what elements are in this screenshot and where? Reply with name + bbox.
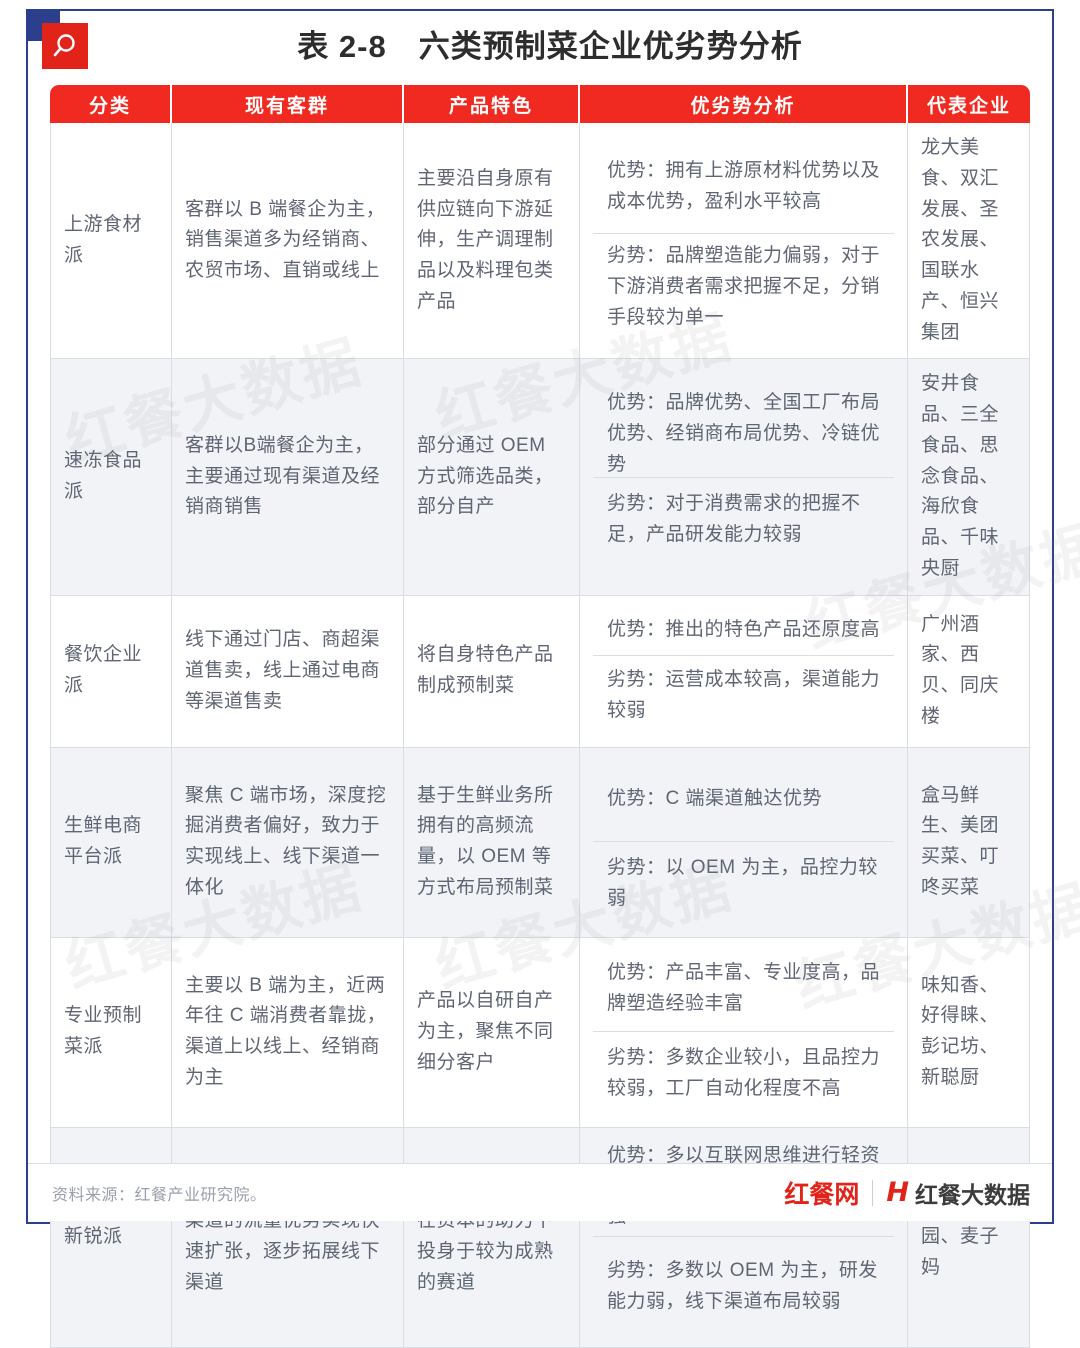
advantage-text: 优势：C 端渠道触达优势 (593, 758, 894, 842)
h-mark-icon: H (886, 1177, 909, 1208)
cell-pros-cons: 优势：产品丰富、专业度高，品牌塑造经验丰富 劣势：多数企业较小，且品控力较弱，工… (580, 937, 908, 1128)
brand-divider (872, 1179, 874, 1206)
disadvantage-text: 劣势：以 OEM 为主，品控力较弱 (607, 857, 878, 910)
cell-features: 成立年限较短，在资本的助力下投身于较为成熟的赛道 (404, 1127, 580, 1348)
cell-features: 产品以自研自产为主，聚焦不同细分客户 (404, 937, 580, 1128)
advantage-text: 优势：推出的特色产品还原度高 (593, 606, 894, 656)
brand-bigdata-label: 红餐大数据 (915, 1182, 1030, 1209)
footer: 资料来源：红餐产业研究院。 红餐网 H 红餐大数据 (28, 1163, 1052, 1221)
magnifier-icon (42, 23, 88, 69)
cell-representatives: 珍味小梅园、麦子妈 (908, 1127, 1030, 1348)
cell-category: 新锐派 (50, 1127, 172, 1348)
table-row: 速冻食品派 客群以B端餐企为主，主要通过现有渠道及经销商销售 部分通过 OEM … (50, 359, 1030, 596)
cell-features: 将自身特色产品制成预制菜 (404, 595, 580, 748)
advantage-text: 优势：产品丰富、专业度高，品牌塑造经验丰富 (593, 948, 894, 1032)
cell-customers: 线下通过门店、商超渠道售卖，线上通过电商等渠道售卖 (172, 595, 404, 748)
cell-features: 部分通过 OEM 方式筛选品类，部分自产 (404, 359, 580, 596)
cell-category: 生鲜电商平台派 (50, 747, 172, 938)
column-header-category: 分类 (50, 85, 172, 123)
brand-hongcanwang-logo: 红餐网 (784, 1179, 860, 1209)
table-row: 专业预制菜派 主要以 B 端为主，近两年往 C 端消费者靠拢，渠道上以线上、经销… (50, 937, 1030, 1128)
cell-representatives: 味知香、好得睐、彭记坊、新聪厨 (908, 937, 1030, 1128)
table-row: 新锐派 借助抖音、天猫等电商渠道的流量优势实现快速扩张，逐步拓展线下渠道 成立年… (50, 1127, 1030, 1348)
comparison-table-wrapper: 分类 现有客群 产品特色 优劣势分析 代表企业 上游食材派 客群以 B 端餐企为… (50, 85, 1030, 1348)
cell-features: 主要沿自身原有供应链向下游延伸，生产调理制品以及料理包类产品 (404, 123, 580, 360)
cell-representatives: 安井食品、三全食品、思念食品、海欣食品、千味央厨 (908, 359, 1030, 596)
disadvantage-text: 劣势：运营成本较高，渠道能力较弱 (607, 669, 881, 722)
cell-pros-cons: 优势：品牌优势、全国工厂布局优势、经销商布局优势、冷链优势 劣势：对于消费需求的… (580, 359, 908, 596)
cell-pros-cons: 优势：推出的特色产品还原度高 劣势：运营成本较高，渠道能力较弱 (580, 595, 908, 748)
brand-bigdata-logo: H 红餐大数据 (886, 1176, 1030, 1210)
brand-row: 红餐网 H 红餐大数据 (784, 1175, 1030, 1211)
cell-pros-cons: 优势：C 端渠道触达优势 劣势：以 OEM 为主，品控力较弱 (580, 747, 908, 938)
cell-customers: 聚焦 C 端市场，深度挖掘消费者偏好，致力于实现线上、线下渠道一体化 (172, 747, 404, 938)
advantage-text: 优势：拥有上游原材料优势以及成本优势，盈利水平较高 (593, 141, 894, 235)
advantage-text: 优势：品牌优势、全国工厂布局优势、经销商布局优势、冷链优势 (593, 392, 894, 478)
cell-category: 速冻食品派 (50, 359, 172, 596)
cell-representatives: 龙大美食、双汇发展、圣农发展、国联水产、恒兴集团 (908, 123, 1030, 360)
cell-category: 上游食材派 (50, 123, 172, 360)
table-row: 上游食材派 客群以 B 端餐企为主，销售渠道多为经销商、农贸市场、直销或线上 主… (50, 123, 1030, 360)
cell-customers: 客群以B端餐企为主，主要通过现有渠道及经销商销售 (172, 359, 404, 596)
source-note: 资料来源：红餐产业研究院。 (52, 1186, 267, 1204)
cell-pros-cons: 优势：多以互联网思维进行轻资产扩张，经营灵活，营销能力较强 劣势：多数以 OEM… (580, 1127, 908, 1348)
column-header-features: 产品特色 (404, 85, 580, 123)
page-title: 表 2-8 六类预制菜企业优劣势分析 (297, 29, 803, 64)
disadvantage-text: 劣势：对于消费需求的把握不足，产品研发能力较弱 (607, 492, 861, 545)
cell-customers: 借助抖音、天猫等电商渠道的流量优势实现快速扩张，逐步拓展线下渠道 (172, 1127, 404, 1348)
cell-features: 基于生鲜业务所拥有的高频流量，以 OEM 等方式布局预制菜 (404, 747, 580, 938)
table-row: 生鲜电商平台派 聚焦 C 端市场，深度挖掘消费者偏好，致力于实现线上、线下渠道一… (50, 747, 1030, 938)
cell-pros-cons: 优势：拥有上游原材料优势以及成本优势，盈利水平较高 劣势：品牌塑造能力偏弱，对于… (580, 123, 908, 360)
cell-customers: 客群以 B 端餐企为主，销售渠道多为经销商、农贸市场、直销或线上 (172, 123, 404, 360)
table-header-row: 分类 现有客群 产品特色 优劣势分析 代表企业 (50, 85, 1030, 123)
comparison-table: 分类 现有客群 产品特色 优劣势分析 代表企业 上游食材派 客群以 B 端餐企为… (50, 85, 1030, 1348)
column-header-customers: 现有客群 (172, 85, 404, 123)
cell-customers: 主要以 B 端为主，近两年往 C 端消费者靠拢，渠道上以线上、经销商为主 (172, 937, 404, 1128)
disadvantage-text: 劣势：多数以 OEM 为主，研发能力弱，线下渠道布局较弱 (607, 1259, 878, 1312)
table-row: 餐饮企业派 线下通过门店、商超渠道售卖，线上通过电商等渠道售卖 将自身特色产品制… (50, 595, 1030, 748)
column-header-representatives: 代表企业 (908, 85, 1030, 123)
cell-representatives: 广州酒家、西贝、同庆楼 (908, 595, 1030, 748)
cell-category: 专业预制菜派 (50, 937, 172, 1128)
disadvantage-text: 劣势：品牌塑造能力偏弱，对于下游消费者需求把握不足，分销手段较为单一 (607, 245, 881, 328)
cell-representatives: 盒马鲜生、美团买菜、叮咚买菜 (908, 747, 1030, 938)
cell-category: 餐饮企业派 (50, 595, 172, 748)
column-header-pros-cons: 优劣势分析 (580, 85, 908, 123)
disadvantage-text: 劣势：多数企业较小，且品控力较弱，工厂自动化程度不高 (607, 1047, 881, 1100)
